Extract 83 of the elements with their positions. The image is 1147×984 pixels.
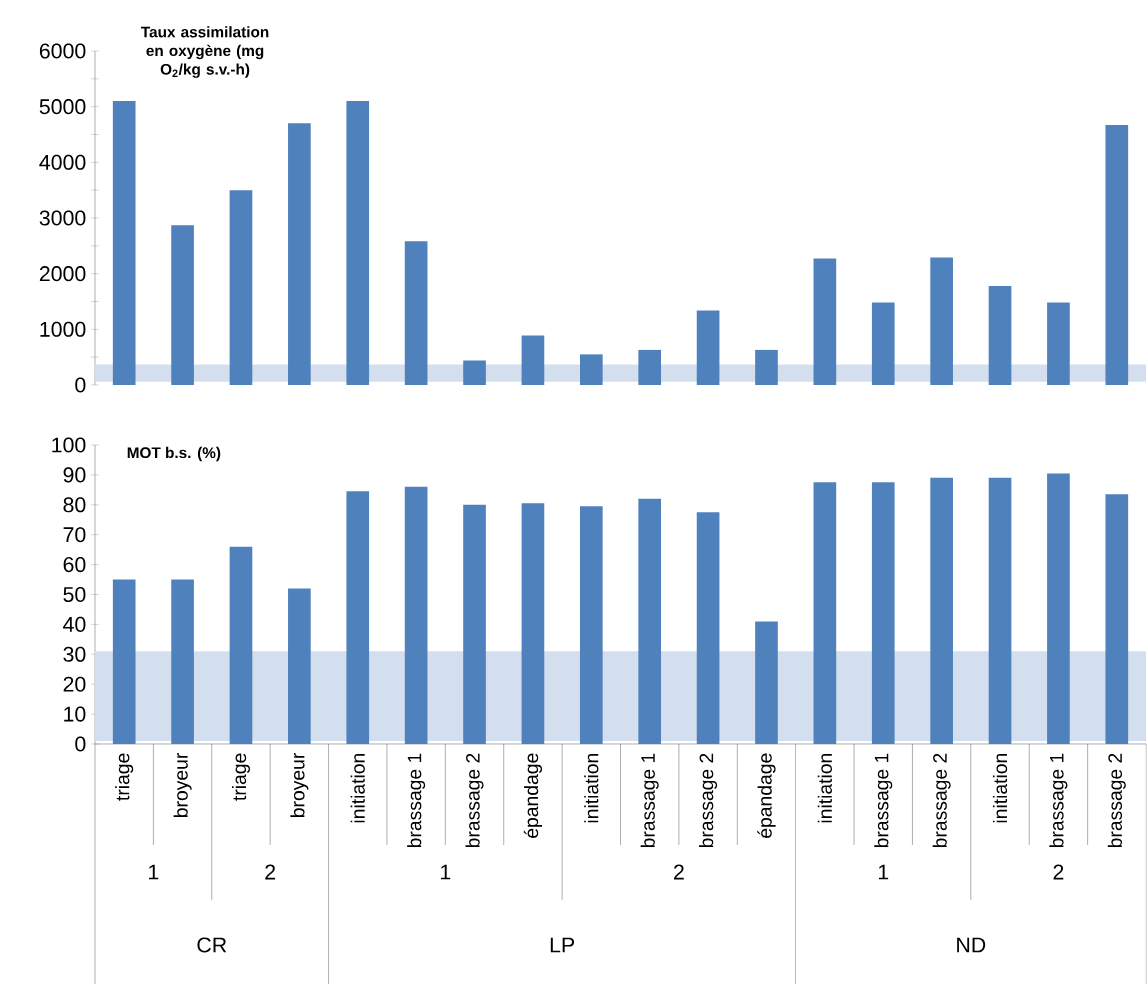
text: 2 [674, 864, 684, 880]
x-tick-label: brassage 2 [699, 753, 718, 848]
x-tick-label: brassage 1 [1049, 753, 1068, 848]
y-tick-label: 80 [63, 497, 86, 513]
y-tick-label: 2000 [39, 266, 86, 282]
bar [112, 101, 136, 385]
bar [346, 491, 370, 744]
text: 2 [1053, 864, 1064, 880]
x-tick-label: brassage 1 [874, 753, 893, 848]
text: CR [197, 937, 227, 953]
text: LP [550, 937, 575, 953]
bar [579, 506, 603, 744]
chart-title: Taux assimilation en oxygène (mg O$_{2}$/kg s.v.-h) [141, 26, 269, 78]
x-tick-label: brassage 1 [640, 753, 659, 848]
x-tick-label: brassage 1 [407, 753, 426, 848]
bar [521, 335, 545, 385]
x-tick-label: brassage 2 [932, 753, 951, 848]
x-tick-label: broyeur [290, 753, 309, 817]
bar [871, 302, 895, 385]
bar [521, 503, 545, 744]
x-tick-label: épandage [523, 753, 543, 838]
bar [696, 310, 720, 385]
x-tick-label: épandage [757, 753, 776, 838]
bar [463, 360, 486, 385]
y-tick-label: 1000 [40, 321, 86, 337]
bar [288, 123, 311, 385]
x-tick-label: initiation [350, 753, 365, 823]
bar [171, 225, 194, 385]
bar [1047, 302, 1070, 385]
y-tick-label: 40 [63, 616, 86, 632]
x-tick-label: initiation [584, 753, 599, 823]
bar [579, 354, 603, 385]
y-tick-label: 0 [75, 377, 86, 393]
bar [404, 241, 428, 385]
bar [171, 579, 194, 744]
bar [288, 588, 311, 744]
x-tick-label: initiation [992, 753, 1008, 823]
bar [813, 258, 837, 385]
bar [1105, 494, 1129, 744]
bar [696, 512, 720, 744]
y-tick-label: 70 [63, 527, 86, 543]
bar [930, 477, 953, 744]
bar [638, 498, 662, 744]
bar [1105, 125, 1129, 385]
y-tick-label: 50 [63, 586, 86, 603]
text: 1 [878, 864, 889, 880]
y-tick-label: 60 [63, 557, 86, 573]
text: 1 [149, 864, 159, 880]
x-tick-label: brassage 2 [1107, 753, 1126, 848]
bar [112, 579, 136, 744]
y-tick-label: 6000 [39, 43, 86, 59]
text: 2 [265, 864, 276, 880]
y-tick-label: 5000 [39, 99, 86, 115]
bar [463, 504, 486, 744]
bar [1047, 473, 1070, 744]
bar [755, 349, 778, 385]
y-tick-label: 3000 [39, 210, 86, 226]
bar [229, 190, 253, 385]
text: 1 [441, 864, 451, 880]
bar [638, 349, 662, 385]
x-tick-label: initiation [817, 753, 832, 823]
bar [346, 101, 370, 385]
y-tick-label: 4000 [39, 154, 86, 170]
y-tick-label: 0 [75, 736, 86, 752]
text: ND [957, 937, 986, 953]
bar [871, 482, 895, 744]
bar [813, 482, 837, 744]
bar [988, 477, 1012, 744]
y-tick-label: 10 [64, 706, 86, 722]
bar [229, 546, 253, 744]
x-tick-label: triage [231, 753, 250, 801]
x-tick-label: brassage 2 [465, 753, 484, 848]
y-tick-label: 30 [63, 646, 86, 662]
bar [988, 285, 1012, 385]
bar [930, 257, 953, 385]
x-tick-label: triage [115, 753, 134, 801]
bar [755, 621, 778, 744]
y-tick-label: 90 [63, 467, 86, 483]
bar [404, 486, 428, 744]
x-tick-label: broyeur [173, 753, 192, 817]
y-tick-label: 20 [63, 676, 86, 692]
y-tick-label: 100 [52, 437, 86, 453]
chart-title: MOT b.s. (%) [127, 446, 221, 462]
